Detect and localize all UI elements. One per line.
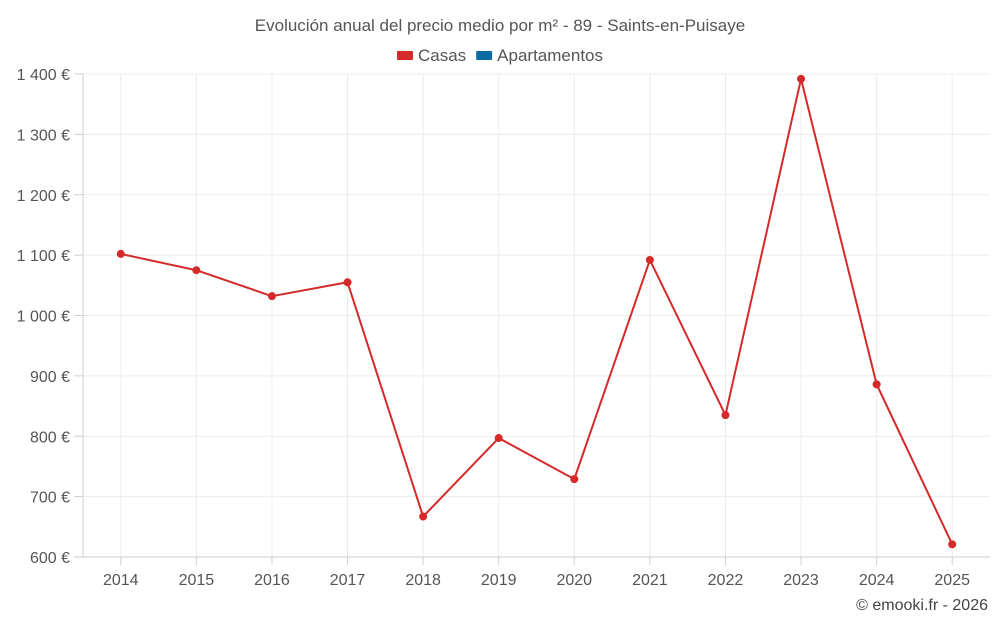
x-tick-label: 2016 xyxy=(254,572,290,589)
data-point xyxy=(872,380,881,389)
x-tick-label: 2015 xyxy=(179,572,215,589)
legend-label: Apartamentos xyxy=(497,46,603,65)
data-point xyxy=(419,512,428,521)
credit-text: © emooki.fr - 2026 xyxy=(856,597,988,614)
data-point xyxy=(570,475,579,484)
x-tick-label: 2014 xyxy=(103,572,139,589)
y-tick-label: 600 € xyxy=(30,550,70,567)
grid-lines xyxy=(83,73,990,557)
data-point xyxy=(267,292,276,301)
legend-item: Apartamentos xyxy=(476,46,603,65)
legend-item: Casas xyxy=(396,46,466,65)
y-tick-label: 1 400 € xyxy=(17,67,70,84)
data-point xyxy=(721,411,730,420)
data-point xyxy=(343,278,352,287)
x-tick-label: 2023 xyxy=(783,572,819,589)
y-tick-label: 900 € xyxy=(30,369,70,386)
y-tick-label: 700 € xyxy=(30,490,70,507)
data-point xyxy=(645,255,654,264)
legend: Casas Apartamentos xyxy=(396,46,603,65)
x-tick-label: 2019 xyxy=(481,572,517,589)
x-tick-label: 2025 xyxy=(934,572,970,589)
y-tick-label: 1 100 € xyxy=(17,248,70,265)
legend-swatch xyxy=(476,51,493,60)
series-layer xyxy=(116,74,957,549)
x-tick-label: 2024 xyxy=(859,572,895,589)
legend-swatch xyxy=(396,51,413,60)
data-point xyxy=(192,266,201,275)
x-tick-label: 2022 xyxy=(708,572,744,589)
x-tick-label: 2021 xyxy=(632,572,668,589)
x-tick-label: 2020 xyxy=(556,572,592,589)
series-line-casas xyxy=(120,77,954,545)
axes: 600 € 700 € 800 € 900 € 1 000 € 1 100 € 1 200 … xyxy=(17,67,990,589)
legend-label: Casas xyxy=(418,46,466,65)
y-tick-label: 1 200 € xyxy=(17,188,70,205)
data-point xyxy=(797,74,806,83)
y-tick-label: 1 300 € xyxy=(17,127,70,144)
x-tick-label: 2018 xyxy=(405,572,441,589)
y-tick-label: 1 000 € xyxy=(17,309,70,326)
data-point xyxy=(116,249,125,258)
chart-title: Evolución anual del precio medio por m² … xyxy=(255,16,745,35)
data-point xyxy=(494,434,503,443)
x-tick-label: 2017 xyxy=(330,572,366,589)
data-point xyxy=(948,540,957,549)
y-tick-label: 800 € xyxy=(30,429,70,446)
